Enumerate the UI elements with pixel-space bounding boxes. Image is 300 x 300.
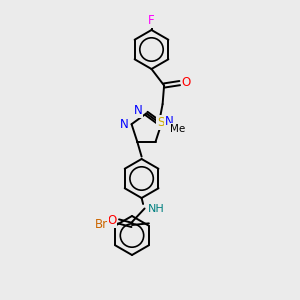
Text: NH: NH [148, 204, 164, 214]
Text: Br: Br [94, 218, 108, 231]
Text: N: N [165, 115, 174, 128]
Text: S: S [157, 116, 164, 129]
Text: Me: Me [170, 124, 185, 134]
Text: O: O [107, 214, 116, 227]
Text: O: O [182, 76, 191, 89]
Text: N: N [134, 104, 142, 118]
Text: F: F [148, 14, 155, 28]
Text: N: N [120, 118, 128, 131]
